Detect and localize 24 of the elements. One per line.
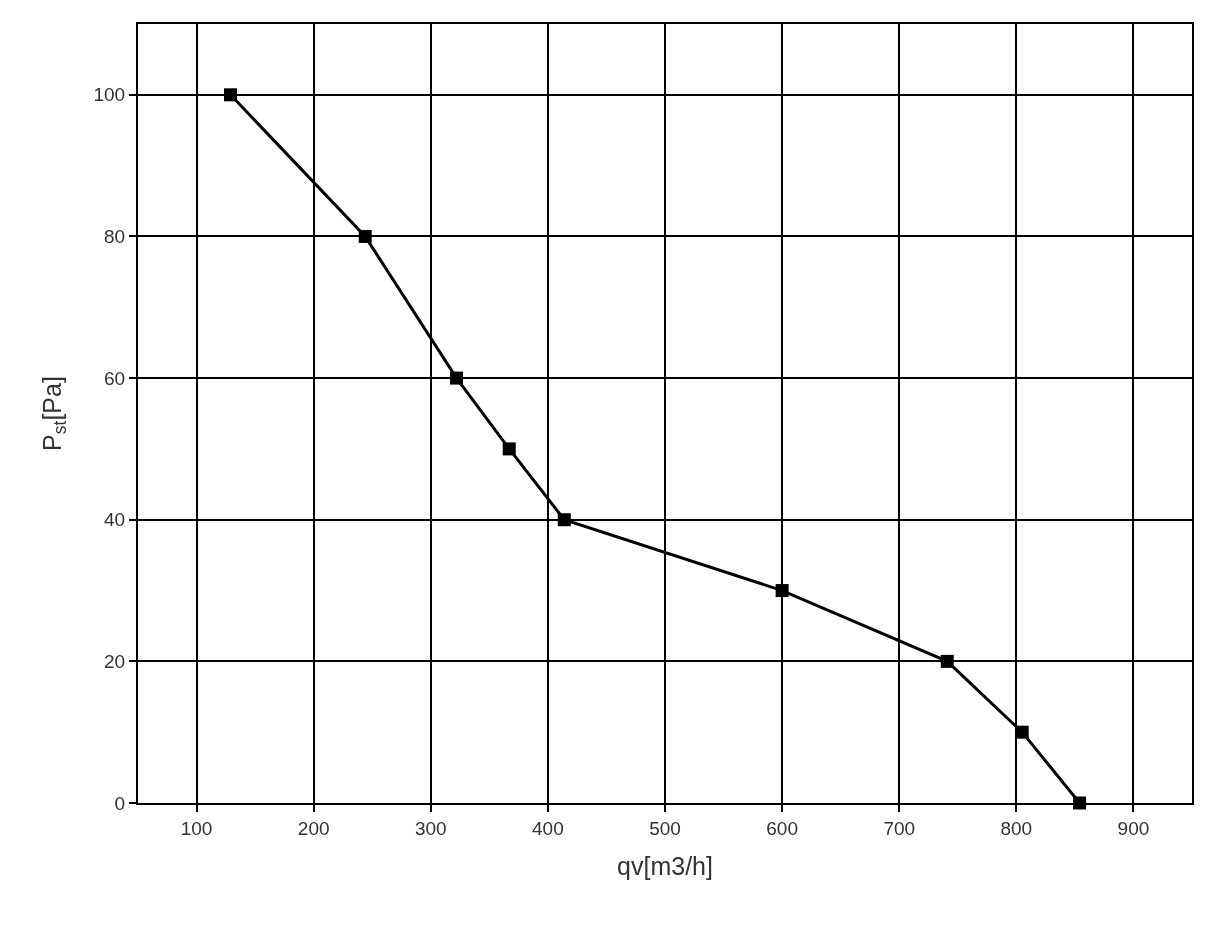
x-tick-label: 800 [1000,817,1033,839]
point [557,513,571,527]
y-tick-label: 0 [114,792,126,814]
x-tick-label: 700 [883,817,916,839]
point [775,584,789,598]
x-tick-label: 900 [1117,817,1150,839]
x-axis-title: qv[m3/h] [617,852,713,881]
point [224,88,238,102]
x-tick-label: 100 [180,817,213,839]
y-tick-label: 40 [104,509,126,531]
y-tick-label: 100 [93,84,126,106]
y-tick-label: 80 [104,226,126,248]
y-tick-label: 20 [104,651,126,673]
x-tick-label: 300 [414,817,447,839]
y-tick-label: 60 [104,367,126,389]
point [358,229,372,243]
point [940,654,954,668]
x-tick-label: 600 [766,817,798,839]
point [1015,725,1029,739]
x-tick-label: 400 [532,817,564,839]
point [502,442,516,456]
point [450,371,464,385]
x-tick-label: 500 [649,817,681,839]
x-tick-label: 200 [297,817,330,839]
